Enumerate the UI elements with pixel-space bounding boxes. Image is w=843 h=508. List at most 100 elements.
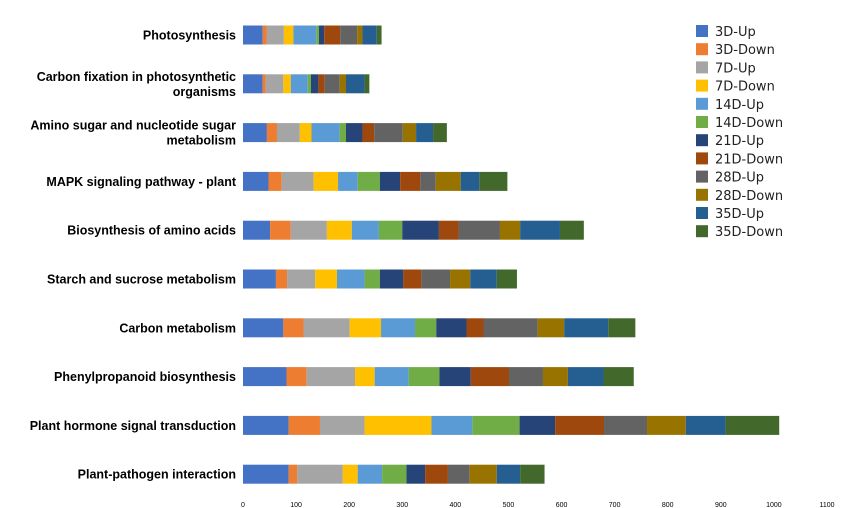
bar-segment-14d-up-row-3 — [311, 123, 340, 143]
x-tick-label: 500 — [503, 502, 515, 508]
bar-segment-35d-down-row-8 — [603, 367, 634, 387]
bar-segment-21d-up-row-10 — [406, 464, 426, 484]
bar-segment-7d-down-row-1 — [283, 25, 294, 45]
bar-segment-7d-up-row-3 — [276, 123, 300, 143]
category-label: Plant-pathogen interaction — [78, 468, 236, 482]
bar-segment-7d-up-row-7 — [303, 318, 350, 338]
bar-segment-7d-up-row-6 — [287, 269, 316, 289]
bar-segment-35d-down-row-5 — [559, 220, 584, 240]
bar-segment-7d-down-row-3 — [299, 123, 312, 143]
bar-segment-7d-up-row-1 — [266, 25, 284, 45]
bar-segment-3d-down-row-2 — [262, 74, 266, 94]
bar-segment-7d-up-row-8 — [306, 367, 356, 387]
bar-segment-21d-up-row-4 — [379, 171, 401, 191]
legend-label: 35D-Up — [715, 207, 764, 222]
x-tick-label: 300 — [396, 502, 408, 508]
bar-segment-35d-down-row-4 — [479, 171, 508, 191]
legend-swatch — [696, 43, 708, 56]
legend-label: 28D-Up — [715, 171, 764, 186]
bar-segment-3d-up-row-2 — [243, 74, 263, 94]
bar-segment-28d-down-row-6 — [450, 269, 471, 289]
bar-segment-7d-up-row-4 — [281, 171, 314, 191]
category-label-line: Starch and sucrose metabolism — [47, 273, 236, 287]
legend-swatch — [696, 134, 708, 147]
legend-swatch — [696, 116, 708, 128]
bar-segment-35d-down-row-1 — [376, 25, 382, 45]
bar-segment-35d-up-row-9 — [685, 415, 726, 435]
category-label: MAPK signaling pathway - plant — [46, 175, 236, 189]
legend-swatch — [696, 79, 708, 92]
legend-label: 21D-Up — [715, 134, 764, 149]
bar-segment-14d-down-row-4 — [357, 171, 380, 191]
bar-segment-21d-down-row-7 — [466, 318, 484, 338]
legend-swatch — [696, 207, 708, 219]
bar-segment-21d-up-row-2 — [310, 74, 319, 94]
x-tick-label: 1000 — [766, 502, 782, 508]
bar-segment-3d-up-row-1 — [243, 25, 263, 45]
bar-segment-21d-up-row-5 — [402, 220, 439, 240]
bar-segment-3d-up-row-3 — [243, 123, 267, 143]
bar-segment-35d-up-row-5 — [520, 220, 560, 240]
bar-segment-14d-down-row-10 — [382, 464, 407, 484]
legend-swatch — [696, 225, 708, 238]
legend-swatch — [696, 170, 708, 183]
x-tick-label: 200 — [343, 502, 355, 508]
bar-segment-3d-up-row-9 — [243, 415, 289, 435]
bar-segment-3d-down-row-3 — [266, 123, 277, 143]
category-label-line: Plant hormone signal transduction — [30, 419, 236, 433]
bar-segment-35d-up-row-1 — [362, 25, 377, 45]
x-tick-label: 800 — [662, 502, 674, 508]
bar-segment-7d-down-row-5 — [326, 220, 352, 240]
legend-label: 28D-Down — [715, 189, 783, 204]
bar-segment-14d-up-row-5 — [351, 220, 379, 240]
bar-segment-35d-up-row-2 — [346, 74, 365, 94]
bar-segment-28d-down-row-8 — [542, 367, 568, 387]
bar-segment-3d-down-row-8 — [286, 367, 307, 387]
bar-segment-21d-down-row-8 — [470, 367, 509, 387]
bar-segment-7d-up-row-10 — [297, 464, 343, 484]
bar-segment-3d-up-row-8 — [243, 367, 287, 387]
bar-segment-14d-up-row-2 — [290, 74, 308, 94]
category-label-line: Amino sugar and nucleotide sugar — [30, 119, 236, 133]
bar-segment-14d-up-row-9 — [431, 415, 473, 435]
category-label-line: MAPK signaling pathway - plant — [46, 175, 236, 189]
bar-segment-14d-down-row-6 — [364, 269, 380, 289]
legend-label: 14D-Down — [715, 116, 783, 131]
legend-label: 7D-Up — [715, 61, 756, 76]
bar-segment-3d-down-row-9 — [288, 415, 320, 435]
category-label-line: Carbon fixation in photosynthetic — [37, 70, 236, 84]
bar-segment-3d-up-row-6 — [243, 269, 276, 289]
bar-segment-28d-up-row-2 — [324, 74, 340, 94]
bar-segment-7d-up-row-2 — [265, 74, 284, 94]
legend-swatch — [696, 97, 708, 110]
bar-segment-35d-down-row-3 — [433, 123, 447, 143]
bar-segment-21d-down-row-5 — [438, 220, 459, 240]
category-label-line: organisms — [173, 85, 236, 99]
bar-segment-28d-up-row-10 — [447, 464, 470, 484]
bar-segment-28d-down-row-3 — [402, 123, 417, 143]
bar-segment-28d-up-row-7 — [483, 318, 538, 338]
category-label: Carbon metabolism — [119, 321, 236, 335]
bar-segment-35d-down-row-7 — [608, 318, 636, 338]
bar-segment-3d-up-row-4 — [243, 171, 269, 191]
bar-segment-28d-down-row-10 — [469, 464, 497, 484]
bar-segment-21d-up-row-1 — [318, 25, 325, 45]
category-label-line: metabolism — [167, 134, 236, 148]
bar-segment-7d-up-row-5 — [290, 220, 327, 240]
category-label-line: Carbon metabolism — [119, 321, 236, 335]
bar-segment-28d-down-row-7 — [537, 318, 565, 338]
bar-segment-21d-down-row-2 — [318, 74, 325, 94]
bar-segment-14d-up-row-10 — [357, 464, 383, 484]
bar-segment-14d-down-row-2 — [307, 74, 311, 94]
bar-segment-28d-up-row-4 — [420, 171, 436, 191]
legend-label: 21D-Down — [715, 152, 783, 167]
bar-segment-7d-up-row-9 — [319, 415, 365, 435]
category-label: Plant hormone signal transduction — [30, 419, 236, 433]
bar-segment-28d-down-row-2 — [339, 74, 346, 94]
category-label: Biosynthesis of amino acids — [67, 224, 236, 238]
bar-segment-3d-down-row-1 — [262, 25, 267, 45]
bar-segment-28d-up-row-1 — [340, 25, 358, 45]
bar-segment-14d-up-row-7 — [381, 318, 416, 338]
bar-segment-21d-down-row-6 — [403, 269, 422, 289]
